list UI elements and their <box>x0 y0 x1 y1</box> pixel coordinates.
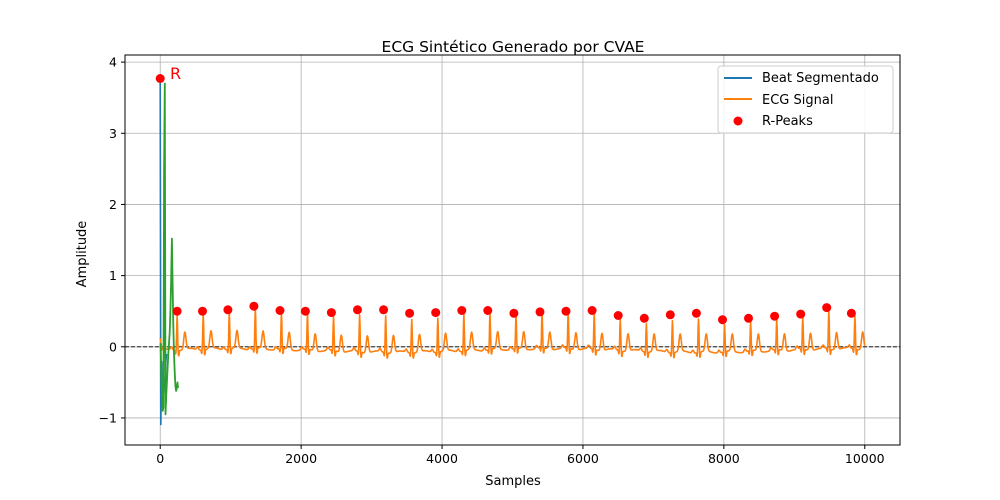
x-tick-label: 10000 <box>845 451 885 466</box>
r-peak-point <box>561 306 571 316</box>
y-tick-label: 4 <box>109 55 117 70</box>
y-tick-label: 0 <box>109 339 117 354</box>
legend-box <box>717 65 894 134</box>
r-peak-point <box>822 303 832 313</box>
r-peak-point <box>587 306 597 315</box>
r-peak-point <box>223 305 233 315</box>
y-tick-label: −1 <box>99 410 117 425</box>
x-tick-label: 0 <box>156 451 164 466</box>
r-peak-point <box>353 305 362 315</box>
r-peak-point <box>249 301 259 311</box>
y-axis-label: Amplitude <box>75 221 90 288</box>
x-tick-label: 6000 <box>567 451 599 466</box>
legend-label-rpeaks: R-Peaks <box>762 114 813 129</box>
y-tick-label: 2 <box>109 197 117 212</box>
r-peak-point <box>770 311 780 321</box>
r-peak-point <box>796 309 806 319</box>
r-peak-point <box>613 311 623 320</box>
x-axis-label: Samples <box>485 474 541 489</box>
legend: Beat Segmentado ECG Signal R-Peaks <box>717 65 894 134</box>
legend-swatch-rpeaks <box>733 116 743 126</box>
r-peak-point <box>172 306 182 316</box>
r-peak-point <box>665 310 675 320</box>
r-peak-point <box>483 306 493 315</box>
r-peak-point <box>300 306 310 316</box>
r-peak-point <box>457 306 467 315</box>
r-peak-point <box>744 313 753 323</box>
r-peak-point <box>718 315 727 325</box>
chart-title: ECG Sintético Generado por CVAE <box>382 38 645 56</box>
y-tick-label: 1 <box>109 268 117 283</box>
legend-label-ecg: ECG Signal <box>762 93 833 108</box>
reconstructed-beat-line <box>159 82 179 416</box>
r-peak-point <box>846 308 856 318</box>
y-tick-label: 3 <box>109 126 117 141</box>
r-peak-point <box>326 308 336 318</box>
r-peak-point <box>691 308 701 318</box>
r-annotation: R <box>170 64 181 83</box>
r-peak-point <box>155 74 165 83</box>
r-peak-point <box>275 306 285 315</box>
legend-label-beat: Beat Segmentado <box>762 71 879 86</box>
r-peak-point <box>639 313 649 323</box>
r-peak-point <box>379 305 389 315</box>
x-tick-label: 4000 <box>426 451 458 466</box>
x-tick-label: 2000 <box>285 451 317 466</box>
r-peak-point <box>198 306 207 316</box>
r-peak-point <box>405 308 415 318</box>
x-tick-label: 8000 <box>708 451 740 466</box>
ecg-signal-line <box>159 306 866 359</box>
r-peak-markers <box>155 74 856 325</box>
r-peak-point <box>431 308 441 318</box>
r-peak-point <box>535 307 545 317</box>
axis-ticks: 0 2000 4000 6000 8000 10000 −1 0 1 2 3 4 <box>99 55 885 466</box>
series-lines <box>159 78 866 426</box>
plot-frame <box>124 54 901 446</box>
r-peak-point <box>509 308 519 318</box>
